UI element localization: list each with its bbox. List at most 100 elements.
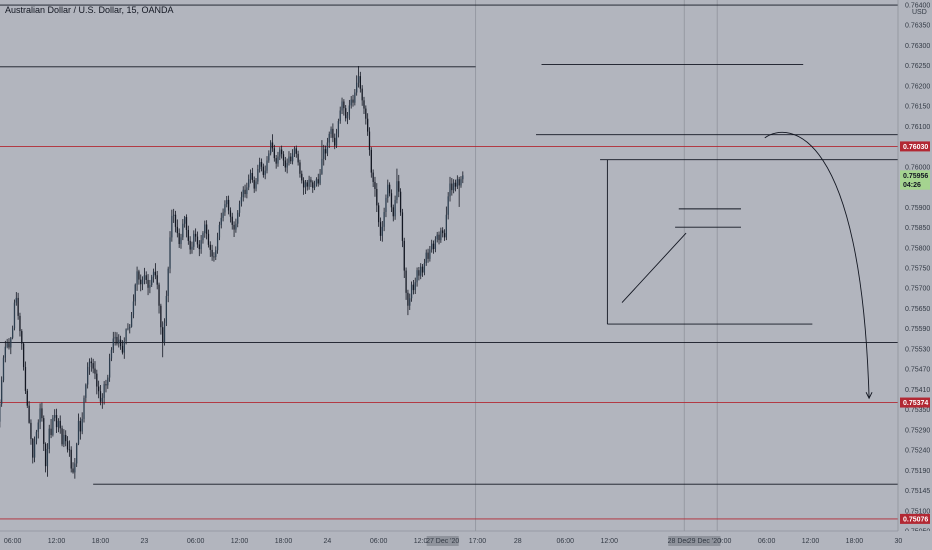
candle: [401, 208, 404, 248]
candle-body: [346, 115, 349, 119]
candle-body: [392, 207, 394, 217]
candle-body: [19, 315, 21, 332]
candle-body: [326, 142, 329, 154]
candle: [207, 229, 210, 248]
candle-body: [259, 162, 261, 170]
candle-body: [198, 244, 200, 250]
candle-body: [123, 341, 125, 353]
candle-body: [434, 239, 437, 250]
candle: [370, 147, 372, 178]
candle: [154, 263, 157, 280]
horizontal-levels[interactable]: [0, 4, 898, 520]
candle: [440, 227, 442, 243]
candle: [416, 267, 418, 287]
candle: [235, 218, 237, 233]
candle-body: [281, 149, 283, 155]
candle-body: [237, 212, 239, 224]
candle: [436, 231, 438, 243]
candle-body: [255, 181, 257, 189]
time-highlight-label: 27 Dec '20: [426, 538, 459, 545]
x-tick-label: 06:00: [370, 538, 388, 545]
candle-body: [310, 179, 312, 183]
candle: [167, 266, 169, 303]
candle: [399, 188, 402, 216]
candle-body: [301, 173, 303, 181]
candle: [368, 127, 371, 156]
time-axis[interactable]: 06:00 12:00 18:00 23 06:00 12:00 18:00 24 06:00 1…: [0, 530, 932, 550]
candle: [361, 85, 363, 106]
candle-body: [41, 408, 43, 419]
candle-body: [39, 408, 41, 423]
candle: [454, 179, 457, 192]
candle-body: [332, 128, 334, 138]
candle-body: [271, 142, 274, 149]
candles[interactable]: [0, 65, 464, 479]
candle-body: [302, 180, 305, 188]
candle: [343, 99, 345, 116]
price-tag[interactable]: [900, 179, 930, 190]
candle: [72, 462, 74, 474]
candle-body: [147, 279, 149, 288]
candle-body: [354, 92, 356, 103]
projection-curve[interactable]: [764, 131, 870, 399]
candle-body: [231, 216, 233, 225]
time-highlight[interactable]: [668, 536, 701, 546]
drawings[interactable]: [606, 131, 873, 400]
candle-body: [440, 230, 442, 241]
candle-body: [30, 422, 32, 439]
candle: [407, 289, 409, 316]
candle-body: [154, 271, 157, 276]
price-tag[interactable]: [900, 141, 930, 152]
candle-body: [343, 101, 345, 109]
candle-body: [90, 361, 92, 364]
candle-body: [365, 108, 367, 119]
candle: [158, 282, 160, 314]
candle-body: [299, 162, 301, 174]
candle-body: [376, 188, 378, 206]
candle-body: [401, 212, 404, 241]
candle-body: [297, 153, 299, 163]
candle: [162, 321, 164, 358]
candle: [374, 176, 376, 197]
price-tag[interactable]: [900, 397, 930, 408]
candle-body: [374, 181, 376, 189]
candle-body: [107, 377, 109, 386]
candle: [244, 184, 246, 198]
candle: [447, 192, 449, 220]
candle: [290, 153, 292, 164]
time-highlight[interactable]: [688, 536, 721, 546]
x-tick-label: 00:00: [714, 538, 732, 545]
candle: [11, 325, 14, 340]
candle-body: [22, 343, 25, 368]
candle: [103, 381, 105, 405]
candle-body: [273, 148, 275, 159]
candle-body: [61, 428, 63, 445]
candle: [246, 182, 248, 199]
candle: [421, 263, 424, 277]
candle-body: [266, 160, 268, 171]
candle: [266, 156, 268, 174]
candle: [90, 357, 92, 372]
y-tick-label: 0.75650: [905, 306, 930, 313]
x-tick-label: 24: [324, 538, 332, 545]
candle: [453, 179, 455, 194]
candle: [271, 134, 274, 152]
trendline[interactable]: [621, 232, 687, 303]
candle-body: [145, 275, 147, 280]
time-highlight[interactable]: [426, 536, 459, 546]
candle-body: [48, 428, 50, 450]
candle-body: [405, 270, 407, 293]
candle: [160, 303, 162, 335]
chart-title: Australian Dollar / U.S. Dollar, 15, OAN…: [5, 5, 174, 15]
candle-body: [88, 361, 91, 368]
candle: [57, 418, 60, 433]
price-axis[interactable]: 0.76400 0.76350 0.76300 0.76250 0.76200 0.761…: [897, 0, 932, 550]
y-tick-label: 0.76350: [905, 23, 930, 30]
candle: [63, 429, 65, 448]
candle-body: [52, 417, 54, 435]
candle-body: [324, 149, 327, 154]
candle: [182, 219, 184, 241]
price-tag[interactable]: [900, 170, 930, 181]
price-tag[interactable]: [900, 513, 930, 524]
